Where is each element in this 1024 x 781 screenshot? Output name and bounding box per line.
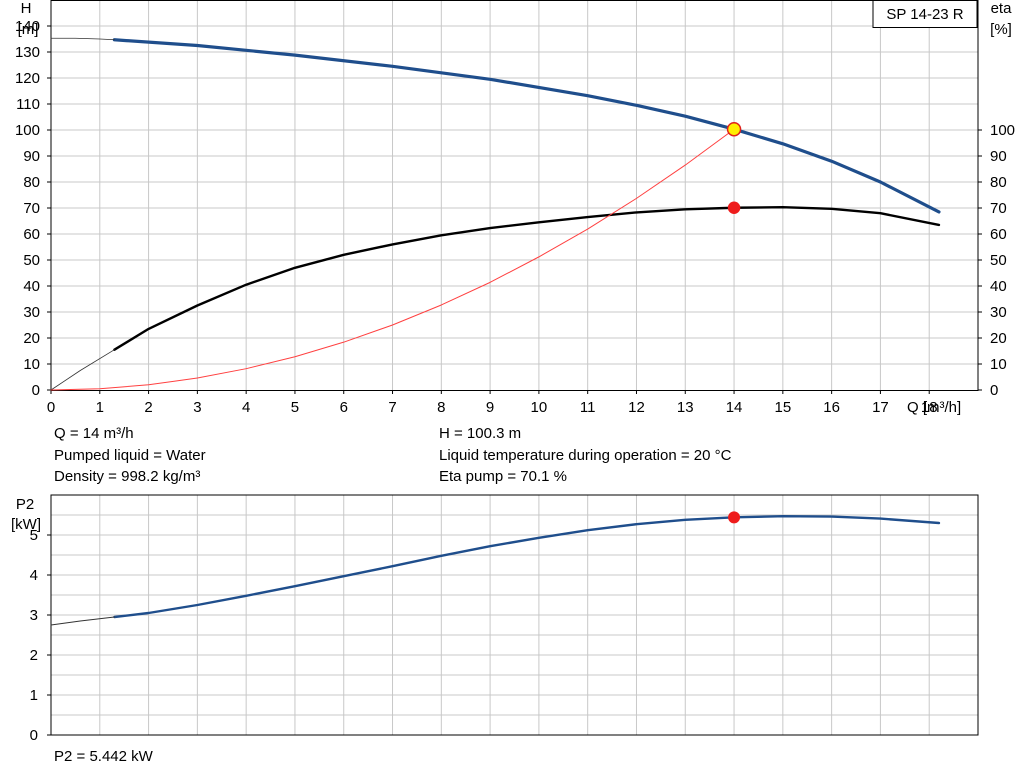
x-tick-label: 15 [774, 399, 791, 416]
y-tick-label: 120 [15, 70, 40, 87]
marker-duty-P2 [728, 511, 741, 524]
y-tick-label: 100 [15, 122, 40, 139]
y2-tick-label: 10 [990, 356, 1007, 373]
y2-tick-label: 20 [990, 330, 1007, 347]
x-tick-label: 16 [823, 399, 840, 416]
marker-duty-H [726, 121, 742, 137]
y2-tick-label: 0 [990, 382, 998, 399]
y2-axis-title: eta [991, 0, 1013, 17]
x-tick-label: 8 [437, 399, 445, 416]
y2-tick-label: 80 [990, 174, 1007, 191]
x-tick-label: 14 [726, 399, 743, 416]
y-axis-unit: [m] [18, 21, 39, 38]
series-eta [113, 206, 941, 351]
y2-tick-label: 100 [990, 122, 1015, 139]
head-readout: H = 100.3 m [439, 425, 522, 442]
x-tick-label: 0 [47, 399, 55, 416]
series-P2 [113, 515, 941, 619]
x-axis-title: Q [m³/h] [907, 399, 961, 416]
title-box [872, 0, 978, 28]
y-tick-label: 70 [23, 200, 40, 217]
y-tick-label: 140 [15, 18, 40, 35]
x-tick-label: 2 [144, 399, 152, 416]
y-tick-label: 90 [23, 148, 40, 165]
y2-tick-label: 50 [990, 252, 1007, 269]
y-axis-title: H [21, 0, 32, 17]
x-tick-label: 7 [388, 399, 396, 416]
y-tick-label: 50 [23, 252, 40, 269]
x-tick-label: 1 [96, 399, 104, 416]
y2-tick-label: 60 [990, 226, 1007, 243]
x-tick-label: 12 [628, 399, 645, 416]
y-tick-label: 130 [15, 44, 40, 61]
y-tick-label: 3 [30, 607, 38, 624]
y-tick-label: 0 [32, 382, 40, 399]
density-readout: Density = 998.2 kg/m³ [54, 468, 201, 485]
x-tick-label: 13 [677, 399, 694, 416]
series-system-curve [50, 128, 735, 391]
x-tick-label: 10 [531, 399, 548, 416]
head-efficiency-plot: 0102030405060708090100110120130140010203… [15, 0, 1015, 416]
power-plot: 0 1 2 3 4 5 P2 [kW] [11, 494, 979, 744]
power-readout: P2 = 5.442 kW [54, 748, 153, 765]
y-tick-label: 20 [23, 330, 40, 347]
series-eta-extrapolated [50, 349, 115, 391]
y-tick-label: 30 [23, 304, 40, 321]
plot-frame [50, 0, 979, 391]
x-tick-label: 4 [242, 399, 250, 416]
x-tick-label: 18 [921, 399, 938, 416]
y-axis-title: P2 [16, 496, 34, 513]
y-tick-label: 4 [30, 567, 38, 584]
y2-axis-unit: [%] [990, 21, 1012, 38]
chart-title: SP 14-23 R [886, 6, 963, 23]
y-tick-label: 1 [30, 687, 38, 704]
y2-tick-label: 30 [990, 304, 1007, 321]
series-H-extrapolated [50, 37, 115, 41]
y2-tick-label: 70 [990, 200, 1007, 217]
y-tick-label: 40 [23, 278, 40, 295]
series-P2-extrapolated [50, 616, 115, 626]
x-tick-label: 17 [872, 399, 889, 416]
y-tick-label: 10 [23, 356, 40, 373]
series-H [112, 38, 941, 214]
y-tick-label: 80 [23, 174, 40, 191]
y-tick-label: 110 [16, 96, 40, 113]
y-tick-label: 5 [30, 527, 38, 544]
x-tick-label: 11 [580, 399, 596, 416]
y-tick-label: 2 [30, 647, 38, 664]
x-tick-label: 3 [193, 399, 201, 416]
y-tick-label: 0 [30, 727, 38, 744]
marker-duty-eta [727, 201, 741, 214]
flow-readout: Q = 14 m³/h [54, 425, 134, 442]
y2-tick-label: 40 [990, 278, 1007, 295]
liquid-temperature-readout: Liquid temperature during operation = 20… [439, 447, 732, 464]
y2-tick-label: 90 [990, 148, 1007, 165]
y-tick-label: 60 [23, 226, 40, 243]
x-tick-label: 5 [291, 399, 299, 416]
x-tick-label: 6 [340, 399, 348, 416]
x-tick-label: 9 [486, 399, 494, 416]
y-axis-unit: [kW] [11, 516, 41, 533]
pumped-liquid-readout: Pumped liquid = Water [54, 447, 206, 464]
eta-pump-readout: Eta pump = 70.1 % [439, 468, 567, 485]
